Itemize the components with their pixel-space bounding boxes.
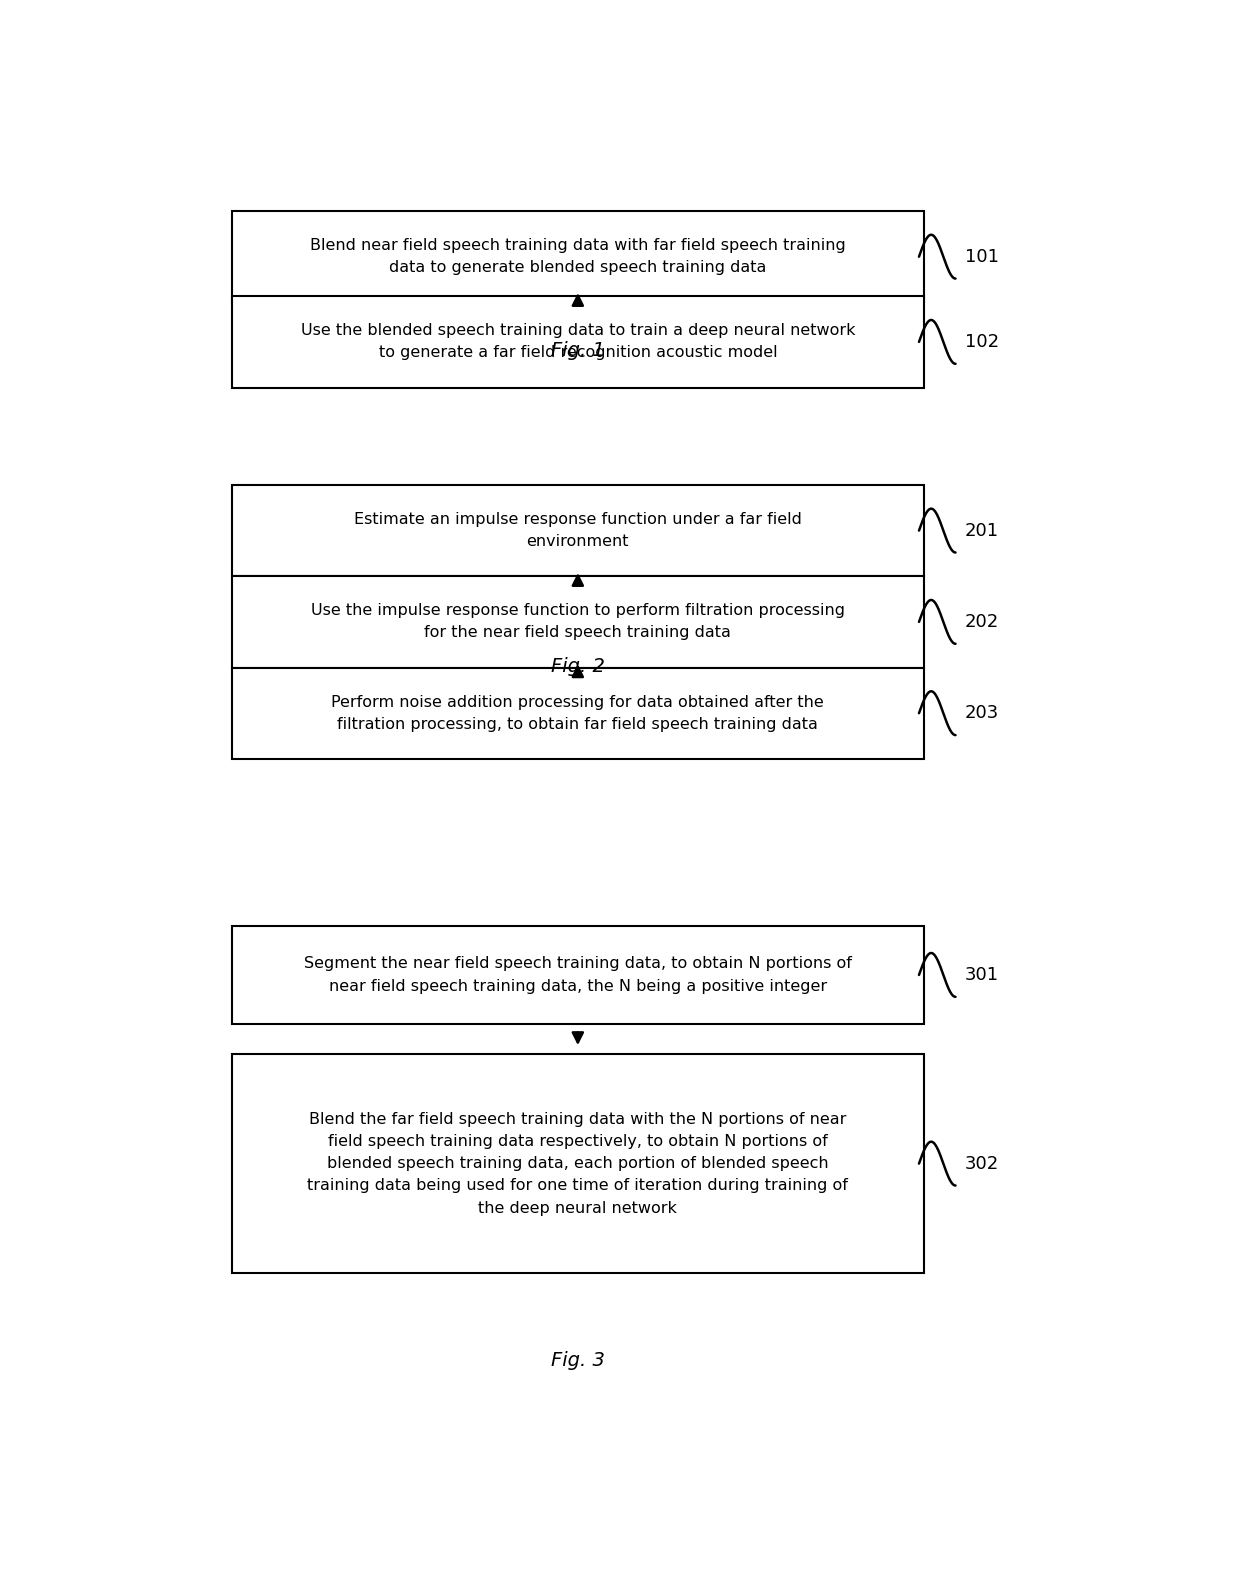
Text: Use the impulse response function to perform filtration processing
for the near : Use the impulse response function to per… [311, 604, 844, 640]
Bar [232, 1055, 924, 1273]
Text: Blend the far field speech training data with the N portions of near
field speec: Blend the far field speech training data… [308, 1111, 848, 1216]
Bar [232, 485, 924, 575]
Text: Fig. 1: Fig. 1 [551, 341, 605, 360]
Text: Fig. 3: Fig. 3 [551, 1352, 605, 1371]
Text: 201: 201 [965, 522, 999, 539]
Bar [232, 575, 924, 667]
Bar [232, 926, 924, 1023]
Text: Perform noise addition processing for data obtained after the
filtration process: Perform noise addition processing for da… [331, 694, 825, 732]
Text: 102: 102 [965, 334, 999, 351]
Bar [232, 667, 924, 759]
Text: 302: 302 [965, 1154, 999, 1173]
Text: 101: 101 [965, 248, 999, 266]
Text: Use the blended speech training data to train a deep neural network
to generate : Use the blended speech training data to … [300, 323, 856, 360]
Text: 301: 301 [965, 966, 999, 983]
Text: Blend near field speech training data with far field speech training
data to gen: Blend near field speech training data wi… [310, 239, 846, 275]
Text: Estimate an impulse response function under a far field
environment: Estimate an impulse response function un… [353, 512, 802, 549]
Bar [232, 210, 924, 302]
Bar [232, 296, 924, 387]
Text: 202: 202 [965, 613, 999, 631]
Text: 203: 203 [965, 704, 999, 723]
Text: Fig. 2: Fig. 2 [551, 658, 605, 677]
Text: Segment the near field speech training data, to obtain N portions of
near field : Segment the near field speech training d… [304, 957, 852, 993]
